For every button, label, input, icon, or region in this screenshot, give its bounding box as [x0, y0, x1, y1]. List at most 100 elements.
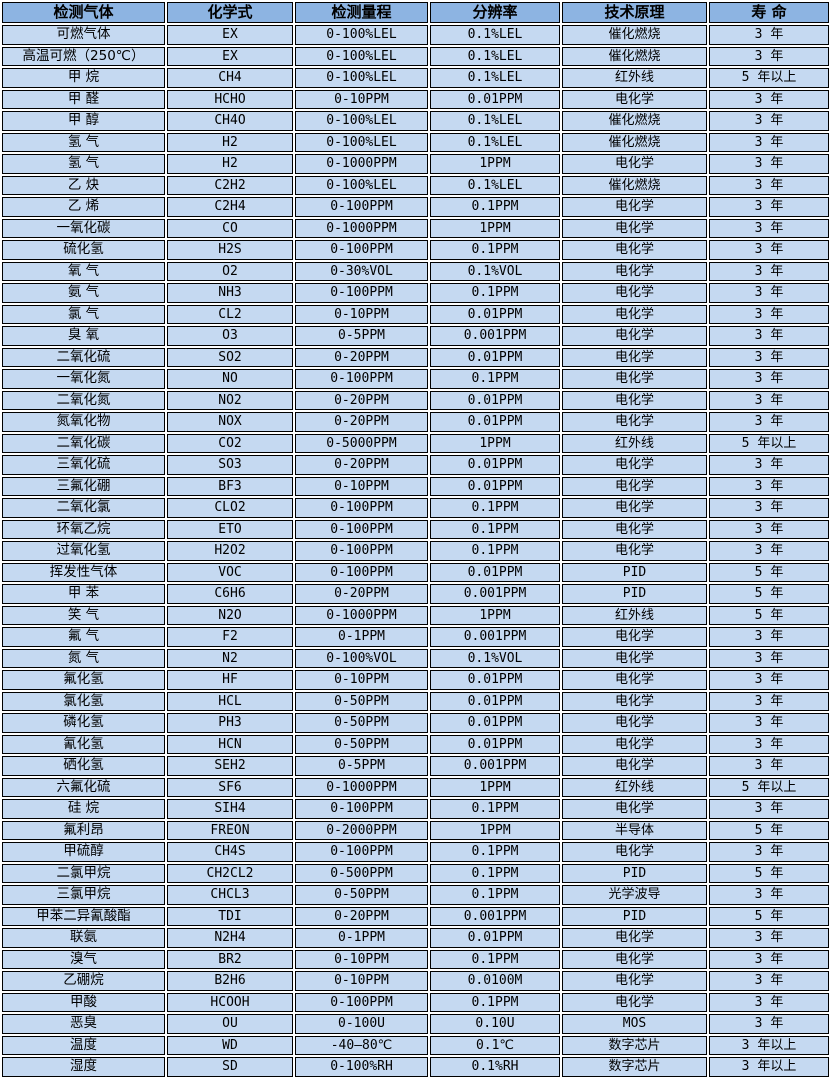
table-cell: C2H2 — [167, 175, 293, 195]
table-cell: 氢 气 — [2, 132, 165, 152]
table-cell: F2 — [167, 627, 293, 647]
table-cell: 3 年以上 — [709, 1035, 829, 1055]
table-row: 一氧化氮 NO 0-100PPM 0.1PPM 电化学 3 年 — [2, 369, 829, 389]
table-cell: 电化学 — [562, 412, 707, 432]
table-cell: 3 年 — [709, 283, 829, 303]
table-row: 甲 醛 HCHO 0-10PPM 0.01PPM 电化学 3 年 — [2, 89, 829, 109]
table-cell: 3 年以上 — [709, 1057, 829, 1077]
table-cell: 0.001PPM — [430, 627, 560, 647]
table-cell: 0-1000PPM — [295, 605, 428, 625]
table-row: 硫化氢 H2S 0-100PPM 0.1PPM 电化学 3 年 — [2, 240, 829, 260]
table-cell: PID — [562, 584, 707, 604]
table-cell: 电化学 — [562, 928, 707, 948]
table-cell: 3 年 — [709, 734, 829, 754]
table-cell: 0.01PPM — [430, 89, 560, 109]
table-cell: ETO — [167, 519, 293, 539]
table-cell: WD — [167, 1035, 293, 1055]
table-cell: B2H6 — [167, 971, 293, 991]
table-cell: 1PPM — [430, 777, 560, 797]
table-cell: 电化学 — [562, 541, 707, 561]
table-cell: 0-100%LEL — [295, 175, 428, 195]
table-cell: H2 — [167, 154, 293, 174]
table-cell: O2 — [167, 261, 293, 281]
table-row: 三氯甲烷 CHCL3 0-50PPM 0.1PPM 光学波导 3 年 — [2, 885, 829, 905]
table-row: 笑 气 N2O 0-1000PPM 1PPM 红外线 5 年 — [2, 605, 829, 625]
table-cell: 一氧化氮 — [2, 369, 165, 389]
table-row: 氧 气 O2 0-30%VOL 0.1%VOL 电化学 3 年 — [2, 261, 829, 281]
table-cell: 3 年 — [709, 390, 829, 410]
table-cell: 0-100PPM — [295, 562, 428, 582]
table-cell: 0.1%LEL — [430, 132, 560, 152]
table-cell: 甲苯二异氰酸酯 — [2, 906, 165, 926]
table-cell: 0-20PPM — [295, 390, 428, 410]
table-cell: 0-5000PPM — [295, 433, 428, 453]
table-cell: 电化学 — [562, 390, 707, 410]
table-row: 氟利昂 FREON 0-2000PPM 1PPM 半导体 5 年 — [2, 820, 829, 840]
table-cell: 氯 气 — [2, 304, 165, 324]
table-cell: CH2CL2 — [167, 863, 293, 883]
table-cell: 三氟化硼 — [2, 476, 165, 496]
table-cell: 0-1PPM — [295, 627, 428, 647]
table-cell: 电化学 — [562, 971, 707, 991]
table-cell: 0-5PPM — [295, 756, 428, 776]
table-row: 一氧化碳 CO 0-1000PPM 1PPM 电化学 3 年 — [2, 218, 829, 238]
table-row: 氮氧化物 NOX 0-20PPM 0.01PPM 电化学 3 年 — [2, 412, 829, 432]
table-row: 氢 气 H2 0-100%LEL 0.1%LEL 催化燃烧 3 年 — [2, 132, 829, 152]
table-cell: 电化学 — [562, 949, 707, 969]
table-cell: 0.1%VOL — [430, 261, 560, 281]
table-cell: 0-100PPM — [295, 842, 428, 862]
table-cell: 电化学 — [562, 154, 707, 174]
table-cell: N2O — [167, 605, 293, 625]
table-cell: HCOOH — [167, 992, 293, 1012]
table-cell: 硅 烷 — [2, 799, 165, 819]
table-cell: 0-5PPM — [295, 326, 428, 346]
table-cell: 电化学 — [562, 218, 707, 238]
table-cell: 0.01PPM — [430, 734, 560, 754]
table-cell: 0.01PPM — [430, 304, 560, 324]
table-cell: 红外线 — [562, 605, 707, 625]
table-cell: 电化学 — [562, 326, 707, 346]
table-cell: MOS — [562, 1014, 707, 1034]
table-cell: 0-100PPM — [295, 197, 428, 217]
table-row: 氮 气 N2 0-100%VOL 0.1%VOL 电化学 3 年 — [2, 648, 829, 668]
table-cell: 电化学 — [562, 713, 707, 733]
table-cell: 0-50PPM — [295, 691, 428, 711]
table-row: 三氧化硫 SO3 0-20PPM 0.01PPM 电化学 3 年 — [2, 455, 829, 475]
table-cell: BR2 — [167, 949, 293, 969]
table-cell: 3 年 — [709, 154, 829, 174]
table-cell: 5 年 — [709, 906, 829, 926]
table-cell: 红外线 — [562, 433, 707, 453]
table-cell: 5 年以上 — [709, 68, 829, 88]
table-row: 溴气 BR2 0-10PPM 0.1PPM 电化学 3 年 — [2, 949, 829, 969]
table-cell: 氨 气 — [2, 283, 165, 303]
table-cell: 氮 气 — [2, 648, 165, 668]
table-cell: 0.1%LEL — [430, 46, 560, 66]
table-cell: 0-100%LEL — [295, 68, 428, 88]
table-cell: 3 年 — [709, 799, 829, 819]
table-cell: 0-2000PPM — [295, 820, 428, 840]
table-row: 二氧化氯 CLO2 0-100PPM 0.1PPM 电化学 3 年 — [2, 498, 829, 518]
table-cell: 3 年 — [709, 412, 829, 432]
table-cell: 3 年 — [709, 476, 829, 496]
table-cell: CL2 — [167, 304, 293, 324]
table-cell: 0-20PPM — [295, 412, 428, 432]
table-cell: 硒化氢 — [2, 756, 165, 776]
table-cell: 1PPM — [430, 433, 560, 453]
table-cell: 乙硼烷 — [2, 971, 165, 991]
table-cell: CO2 — [167, 433, 293, 453]
table-cell: 可燃气体 — [2, 25, 165, 45]
table-row: 二氯甲烷 CH2CL2 0-500PPM 0.1PPM PID 5 年 — [2, 863, 829, 883]
table-row: 恶臭 OU 0-100U 0.10U MOS 3 年 — [2, 1014, 829, 1034]
table-cell: FREON — [167, 820, 293, 840]
table-cell: 催化燃烧 — [562, 111, 707, 131]
table-row: 氯化氢 HCL 0-50PPM 0.01PPM 电化学 3 年 — [2, 691, 829, 711]
table-cell: 3 年 — [709, 949, 829, 969]
table-cell: 0-100U — [295, 1014, 428, 1034]
table-cell: 0-10PPM — [295, 670, 428, 690]
table-cell: 3 年 — [709, 25, 829, 45]
table-cell: 氟利昂 — [2, 820, 165, 840]
table-cell: 0-100PPM — [295, 240, 428, 260]
table-row: 甲 烷 CH4 0-100%LEL 0.1%LEL 红外线 5 年以上 — [2, 68, 829, 88]
table-row: 湿度 SD 0-100%RH 0.1%RH 数字芯片 3 年以上 — [2, 1057, 829, 1077]
table-cell: 0.1%LEL — [430, 25, 560, 45]
